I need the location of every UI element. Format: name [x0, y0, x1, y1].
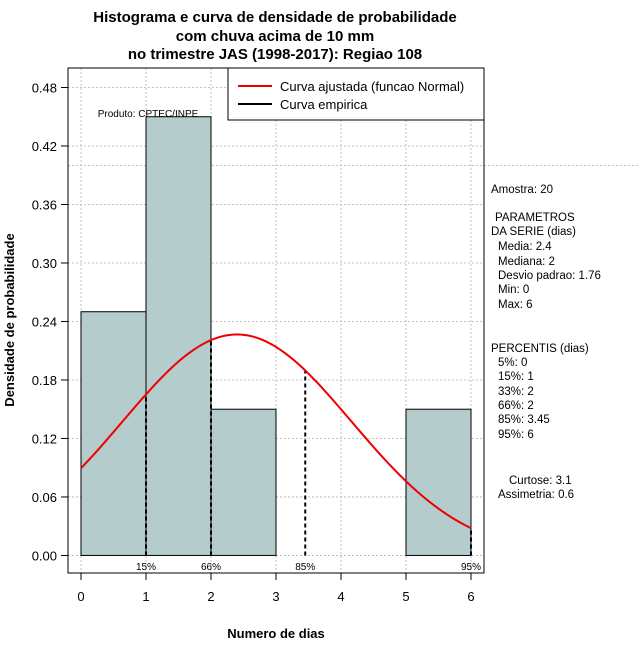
- product-label: Produto: CPTEC/INPE: [98, 109, 199, 120]
- x-axis-label: Numero de dias: [227, 626, 325, 641]
- chart-title-line-1: Histograma e curva de densidade de proba…: [93, 9, 456, 26]
- stats-sample: Amostra: 20: [491, 184, 553, 196]
- y-tick-label: 0.48: [32, 80, 57, 95]
- stats-percentiles-title: PERCENTIS (dias): [491, 343, 589, 355]
- x-tick-label: 1: [142, 589, 149, 604]
- stats-param-median: Mediana: 2: [498, 256, 555, 268]
- y-tick-label: 0.06: [32, 490, 57, 505]
- histogram-bar: [210, 408, 277, 556]
- stats-params-title-2: DA SERIE (dias): [491, 226, 576, 238]
- stats-percentile-15: 15%: 1: [498, 371, 534, 383]
- stats-params-title-1: PARAMETROS: [495, 212, 575, 224]
- stats-panel: Amostra: 20 PARAMETROS DA SERIE (dias) M…: [491, 184, 601, 501]
- stats-param-max: Max: 6: [498, 299, 533, 311]
- y-axis-label: Densidade de probabilidade: [2, 233, 17, 406]
- percentile-label-85: 85%: [295, 562, 315, 573]
- legend: Curva ajustada (funcao Normal) Curva emp…: [227, 67, 485, 121]
- percentile-label-95: 95%: [461, 562, 481, 573]
- y-tick-label: 0.42: [32, 139, 57, 154]
- y-tick-label: 0.24: [32, 314, 57, 329]
- stats-percentile-5: 5%: 0: [498, 357, 527, 369]
- y-tick-label: 0.00: [32, 548, 57, 563]
- legend-box: [227, 67, 485, 121]
- stats-param-mean: Media: 2.4: [498, 241, 552, 253]
- x-tick-label: 2: [207, 589, 214, 604]
- legend-label-normal: Curva ajustada (funcao Normal): [280, 79, 464, 94]
- x-tick-label: 0: [77, 589, 84, 604]
- stats-percentile-66: 66%: 2: [498, 400, 534, 412]
- chart-title-line-2: com chuva acima de 10 mm: [176, 28, 374, 45]
- normal-curve-line: [80, 333, 472, 530]
- stats-param-sd: Desvio padrao: 1.76: [498, 270, 601, 282]
- chart-title-line-3: no trimestre JAS (1998-2017): Regiao 108: [128, 46, 422, 63]
- y-tick-label: 0.18: [32, 373, 57, 388]
- percentile-label-66: 66%: [201, 562, 221, 573]
- percentile-lines-layer: [145, 340, 472, 556]
- y-tick-label: 0.30: [32, 256, 57, 271]
- stats-kurtosis: Curtose: 3.1: [509, 475, 572, 487]
- y-axis: 0.00 0.06 0.12 0.18 0.24 0.30 0.36 0.42 0.48: [32, 80, 68, 563]
- x-tick-label: 6: [467, 589, 474, 604]
- stats-percentile-85: 85%: 3.45: [498, 414, 550, 426]
- y-tick-label: 0.12: [32, 431, 57, 446]
- histogram-bar: [145, 116, 212, 556]
- stats-skewness: Assimetria: 0.6: [498, 489, 574, 501]
- stats-percentile-33: 33%: 2: [498, 386, 534, 398]
- x-tick-label: 3: [272, 589, 279, 604]
- legend-label-empirical: Curva empirica: [280, 97, 368, 112]
- x-axis: 0 1 2 3 4 5 6: [77, 572, 475, 604]
- histogram-bar: [405, 408, 472, 556]
- stats-param-min: Min: 0: [498, 284, 529, 296]
- percentile-labels: 15% 66% 85% 95%: [136, 562, 481, 573]
- stats-percentile-95: 95%: 6: [498, 429, 534, 441]
- x-tick-label: 4: [337, 589, 344, 604]
- percentile-label-15: 15%: [136, 562, 156, 573]
- x-tick-label: 5: [402, 589, 409, 604]
- y-tick-label: 0.36: [32, 197, 57, 212]
